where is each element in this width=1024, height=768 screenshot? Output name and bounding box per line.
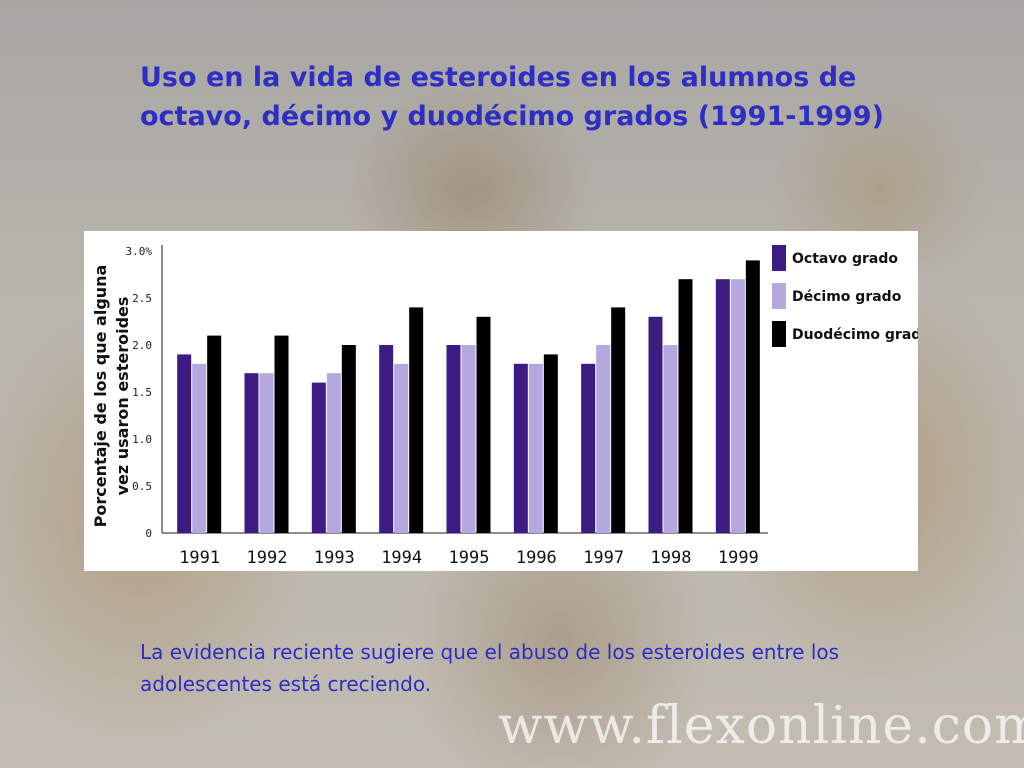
x-tick-label: 1998 [651, 548, 692, 568]
y-tick-label: 1.5 [132, 386, 152, 399]
bar-duod-cimo-grado-1994 [409, 307, 424, 533]
bar-duod-cimo-grado-1996 [543, 354, 558, 533]
legend-swatch [772, 283, 786, 309]
x-tick-label: 1999 [718, 548, 759, 568]
bar-duod-cimo-grado-1999 [745, 260, 760, 533]
y-axis-label: Porcentaje de los que alguna vez usaron e… [91, 265, 132, 528]
bar-octavo-grado-1998 [648, 316, 663, 533]
bar-d-cimo-grado-1991 [192, 363, 207, 533]
y-tick-label: 2.5 [132, 292, 152, 305]
bar-octavo-grado-1991 [177, 354, 192, 533]
x-tick-label: 1995 [449, 548, 490, 568]
bar-d-cimo-grado-1998 [663, 345, 678, 533]
x-tick-label: 1992 [247, 548, 288, 568]
bar-octavo-grado-1996 [513, 363, 528, 533]
bar-d-cimo-grado-1996 [528, 363, 543, 533]
slide-title: Uso en la vida de esteroides en los alum… [140, 62, 884, 132]
y-tick-label: 1.0 [132, 433, 152, 446]
bar-octavo-grado-1994 [379, 345, 394, 533]
bar-d-cimo-grado-1997 [596, 345, 611, 533]
y-tick-label: 0.5 [132, 480, 152, 493]
bar-duod-cimo-grado-1995 [476, 316, 491, 533]
y-tick-label: 3.0% [126, 245, 153, 258]
bar-duod-cimo-grado-1998 [678, 279, 693, 533]
chart-svg: Porcentaje de los que alguna vez usaron e… [91, 245, 918, 568]
y-tick-label: 0 [145, 527, 152, 540]
x-ticks: 1991 1992 1993 1994 1995 1996 1997 1998 1999 [179, 548, 759, 568]
bar-octavo-grado-1993 [311, 382, 326, 533]
legend-swatch [772, 321, 786, 347]
y-axis-label-line: Porcentaje de los que alguna [91, 265, 110, 528]
legend-label: Octavo grado [792, 251, 898, 267]
bar-duod-cimo-grado-1991 [207, 335, 222, 533]
legend-swatch [772, 245, 786, 271]
legend-label: Décimo grado [792, 289, 902, 305]
bar-d-cimo-grado-1994 [394, 363, 409, 533]
legend: Octavo grado Décimo grado Duodécimo grado [772, 245, 918, 347]
legend-label: Duodécimo grado [792, 327, 918, 343]
bar-d-cimo-grado-1993 [326, 373, 341, 533]
bar-duod-cimo-grado-1997 [611, 307, 626, 533]
steroid-use-chart: Porcentaje de los que alguna vez usaron e… [84, 231, 918, 571]
x-tick-label: 1993 [314, 548, 355, 568]
bar-d-cimo-grado-1992 [259, 373, 274, 533]
x-tick-label: 1991 [179, 548, 220, 568]
bar-d-cimo-grado-1999 [730, 279, 745, 533]
bar-octavo-grado-1999 [715, 279, 730, 533]
bar-duod-cimo-grado-1993 [341, 345, 356, 533]
slide-caption: La evidencia reciente sugiere que el abu… [140, 640, 840, 696]
website-watermark: www.flexonline.com [498, 696, 1024, 756]
bar-octavo-grado-1992 [244, 373, 259, 533]
x-tick-label: 1997 [583, 548, 624, 568]
y-axis-label-line: vez usaron esteroides [113, 297, 132, 496]
y-ticks: 0 0.5 1.0 1.5 2.0 2.5 3.0% [126, 245, 153, 540]
x-tick-label: 1996 [516, 548, 557, 568]
x-tick-label: 1994 [381, 548, 422, 568]
bar-octavo-grado-1997 [581, 363, 596, 533]
y-tick-label: 2.0 [132, 339, 152, 352]
bar-octavo-grado-1995 [446, 345, 461, 533]
bars [177, 260, 760, 533]
bar-duod-cimo-grado-1992 [274, 335, 289, 533]
bar-d-cimo-grado-1995 [461, 345, 476, 533]
